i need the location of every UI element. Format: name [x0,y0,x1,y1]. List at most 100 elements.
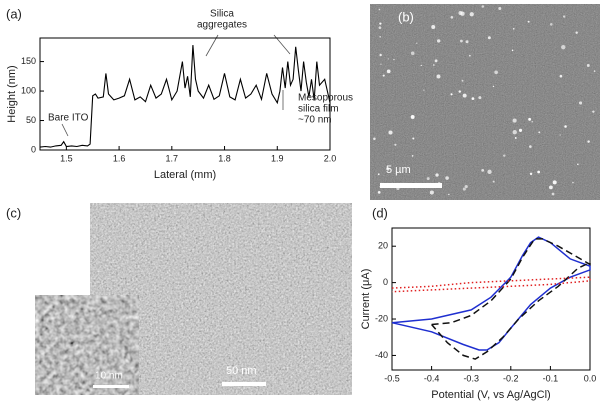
sem-particle [450,93,453,96]
x-tick-label: -0.1 [543,373,559,383]
sem-particle [537,170,541,174]
inset-scale-bar [93,385,129,388]
y-axis-title: Current (μA) [360,269,372,330]
sem-particle [551,192,555,196]
sem-particle [379,36,381,38]
sem-particle [436,74,441,79]
sem-particle [592,110,595,113]
sem-particle [416,42,418,44]
sem-particle [420,64,422,67]
sem-particle [379,53,382,57]
scale-bar-label: 5 µm [386,164,411,176]
sem-particle [429,190,434,195]
sem-particle [377,173,380,176]
sem-particle [431,24,436,29]
annotation: aggregates [197,20,247,31]
x-tick-label: 1.6 [113,153,126,163]
sem-particle [586,64,590,67]
sem-particle [410,51,415,56]
sem-particle [478,96,482,100]
sem-particle [434,59,438,63]
sem-particle [492,85,495,88]
sem-particle [552,180,557,185]
sem-particle [514,137,517,139]
sem-particle [380,63,382,65]
sem-particle [423,89,425,91]
annotation: Mesoporous [298,93,353,104]
x-tick-label: 2.0 [324,153,337,163]
sem-particle [394,143,397,146]
x-tick-label: -0.5 [384,373,400,383]
sem-particle [412,137,415,140]
sem-particle [462,93,467,98]
sem-particle [511,49,514,52]
x-tick-label: -0.4 [424,373,440,383]
sem-particle [458,90,461,93]
plot-frame [391,227,591,371]
sem-particle [379,22,382,25]
sem-particle [512,118,517,123]
sem-particle [481,168,485,172]
x-tick-label: 1.5 [60,153,73,163]
scale-bar [222,382,266,386]
sem-particle [426,177,430,181]
sem-particle [373,137,376,141]
scale-bar [380,183,442,188]
sem-particle [487,169,492,174]
sem-particle [498,6,502,11]
series-line [39,45,331,148]
x-tick-label: 1.9 [271,153,284,163]
x-tick-label: 0.0 [584,373,597,383]
y-tick-label: -40 [375,350,388,360]
sem-particle [435,173,439,177]
sem-particle [549,23,553,26]
sem-particle [481,5,485,8]
sem-particle [469,12,474,17]
annotation: Silica [210,9,234,20]
y-tick-label: 150 [21,56,36,66]
sem-particle [587,140,590,143]
sem-particle [518,128,523,132]
x-axis-title: Lateral (mm) [154,169,216,181]
sem-particle [393,58,395,61]
sem-particle [388,130,393,135]
sem-particle [378,26,382,30]
x-tick-label: -0.2 [503,373,519,383]
scale-bar-label: 50 nm [226,365,257,377]
sem-particle [561,45,566,50]
sem-particle [436,39,441,43]
sem-particle [411,155,414,157]
x-tick-label: 1.7 [166,153,179,163]
sem-particle [464,184,468,189]
sem-particle [559,134,561,136]
series-line [391,276,591,293]
sem-particle [564,125,567,128]
panel-label: (d) [372,205,388,220]
sem-particle [462,187,466,191]
sem-particle [471,97,475,101]
sem-particle [538,131,541,134]
sem-particle [458,11,463,15]
series-line [391,236,591,351]
y-tick-label: 100 [21,85,36,95]
sem-particle [562,15,566,18]
sem-particle [577,163,579,166]
sem-image [370,4,600,200]
sem-particle [465,40,469,44]
plot-frame [39,37,331,151]
y-axis-title: Height (nm) [6,65,18,122]
sem-particle [377,191,381,194]
annotation: ~70 nm [298,115,332,126]
sem-particle [468,54,471,57]
panel-label: (c) [6,205,21,220]
sem-particle [386,167,390,171]
x-axis-title: Potential (V, vs Ag/AgCl) [431,389,550,401]
sem-particle [487,36,491,40]
sem-particle [575,31,578,34]
sem-particle [593,70,596,72]
sem-particle [559,74,563,78]
sem-particle [578,101,583,105]
sem-particle [450,16,454,19]
annotation: Bare ITO [48,113,89,124]
